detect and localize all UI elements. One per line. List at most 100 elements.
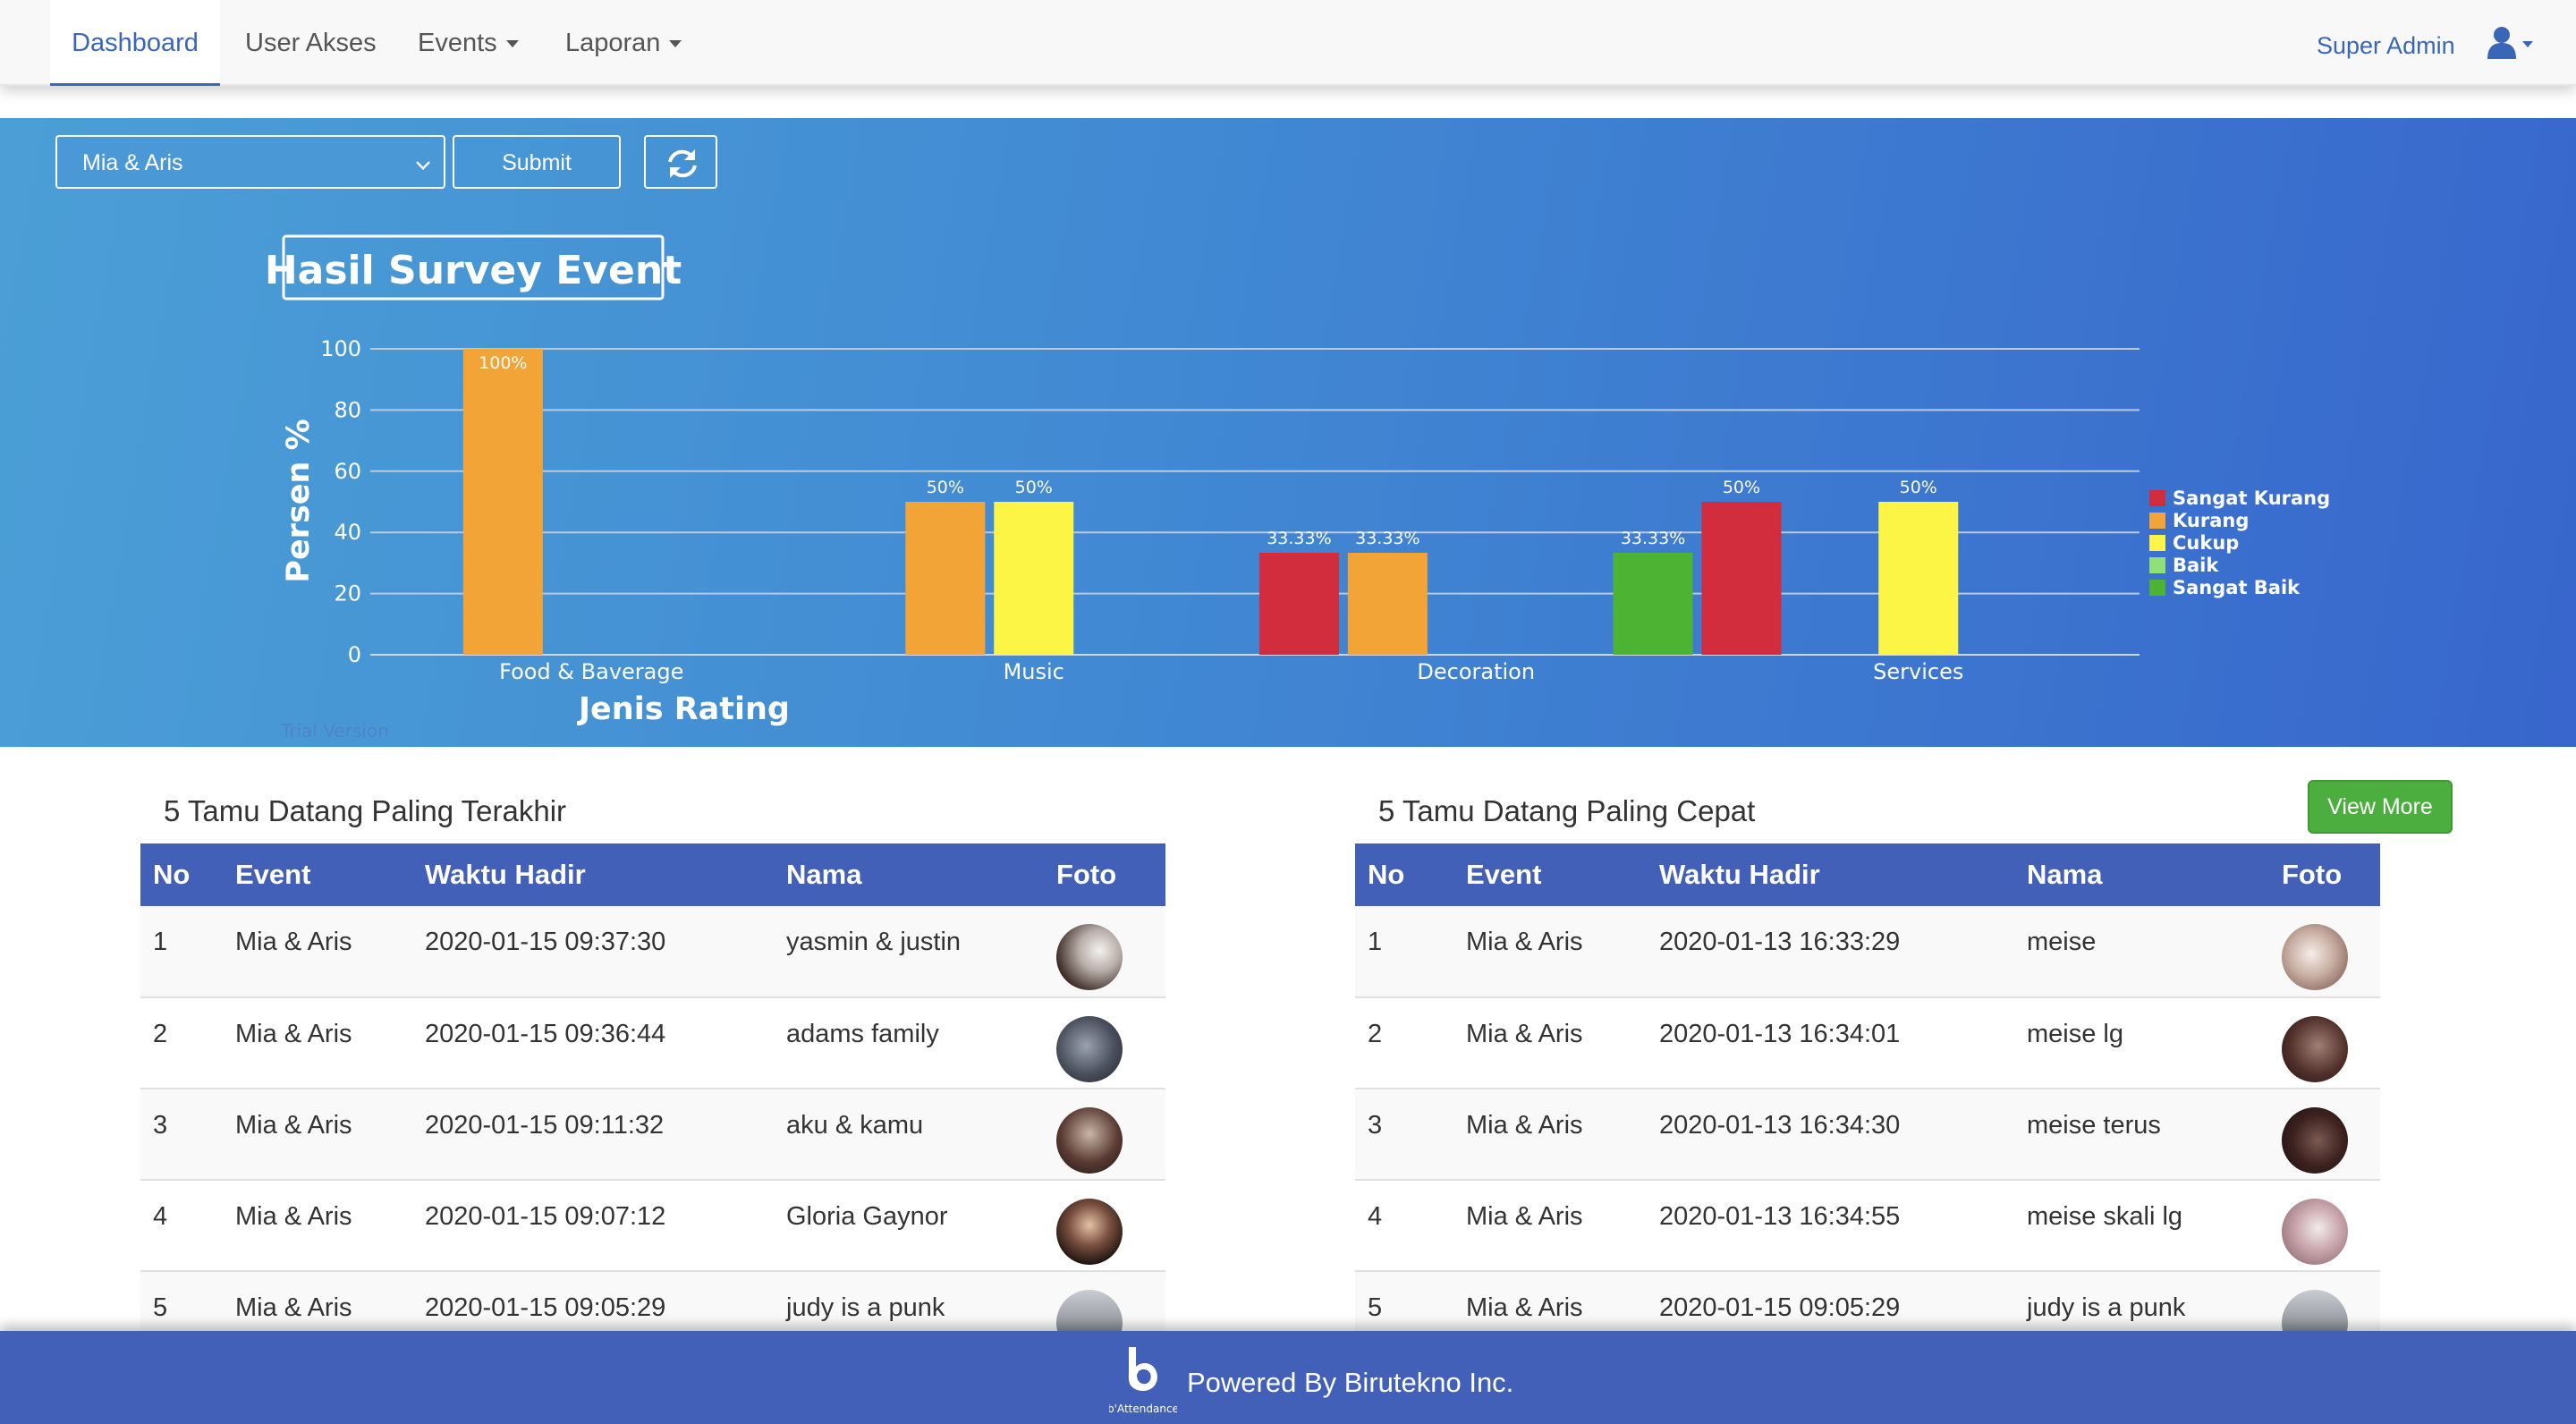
bar (1613, 553, 1693, 655)
cell-event: Mia & Aris (223, 997, 412, 1089)
guest-photo[interactable] (2282, 1199, 2348, 1265)
cell-waktu-hadir: 2020-01-15 09:07:12 (412, 1180, 774, 1272)
bar-data-label: 33.33% (1621, 529, 1685, 548)
cell-foto (1044, 1089, 1165, 1181)
cell-no: 1 (1355, 906, 1453, 998)
col-header-event: Event (1453, 843, 1647, 906)
bar-data-label: 50% (927, 478, 964, 497)
nav-user-akses[interactable]: User Akses (245, 29, 377, 57)
chart-title: Hasil Survey Event (265, 248, 682, 293)
col-header-waktu-hadir: Waktu Hadir (412, 843, 774, 906)
guest-photo[interactable] (2282, 1107, 2348, 1174)
refresh-icon (668, 149, 697, 178)
cell-no: 2 (1355, 997, 1453, 1089)
table-row: 3 Mia & Aris 2020-01-13 16:34:30 meise teru… (1355, 1089, 2380, 1181)
y-tick-label: 60 (334, 459, 361, 484)
legend-swatch (2149, 557, 2165, 573)
guest-photo[interactable] (1056, 1107, 1123, 1174)
trial-watermark: Trial Version (280, 720, 389, 742)
cell-event: Mia & Aris (1453, 1089, 1647, 1181)
guest-photo[interactable] (1056, 924, 1123, 990)
col-header-foto: Foto (1044, 843, 1165, 906)
guest-photo[interactable] (2282, 1016, 2348, 1082)
col-header-nama: Nama (774, 843, 1044, 906)
cell-no: 2 (140, 997, 223, 1089)
cell-foto (1044, 906, 1165, 998)
bar (462, 349, 543, 655)
legend-label: Sangat Kurang (2173, 487, 2330, 509)
y-axis-label: Persen % (281, 419, 317, 582)
cell-nama: meise (2014, 906, 2269, 998)
col-header-waktu-hadir: Waktu Hadir (1647, 843, 2014, 906)
cell-event: Mia & Aris (1453, 997, 1647, 1089)
x-axis-label: Jenis Rating (577, 691, 790, 727)
cell-foto (2269, 1180, 2380, 1272)
x-tick-label: Music (1004, 659, 1064, 684)
table-header-row: No Event Waktu Hadir Nama Foto (1355, 843, 2380, 906)
y-tick-label: 40 (334, 520, 361, 545)
event-select-value: Mia & Aris (82, 150, 183, 175)
y-tick-label: 20 (334, 581, 361, 606)
guest-photo[interactable] (2282, 924, 2348, 990)
submit-button[interactable]: Submit (453, 135, 621, 189)
guest-photo[interactable] (1056, 1016, 1123, 1082)
x-tick-label: Services (1873, 659, 1963, 684)
legend-swatch (2149, 513, 2165, 529)
nav-laporan-dropdown[interactable]: Laporan (565, 0, 682, 86)
cell-event: Mia & Aris (223, 1089, 412, 1181)
footer-powered-by: Powered By Birutekno Inc. (1187, 1367, 1514, 1398)
y-tick-label: 0 (348, 642, 361, 667)
nav-events-dropdown[interactable]: Events (418, 0, 519, 86)
fastest-guests-title: 5 Tamu Datang Paling Cepat (1378, 794, 1756, 827)
nav-laporan-label: Laporan (565, 29, 661, 57)
cell-no: 3 (1355, 1089, 1453, 1181)
cell-waktu-hadir: 2020-01-13 16:33:29 (1647, 906, 2014, 998)
guest-photo[interactable] (1056, 1199, 1123, 1265)
cell-nama: meise terus (2014, 1089, 2269, 1181)
col-header-nama: Nama (2014, 843, 2269, 906)
table-row: 2 Mia & Aris 2020-01-15 09:36:44 adams fami… (140, 997, 1165, 1089)
table-row: 1 Mia & Aris 2020-01-13 16:33:29 meise (1355, 906, 2380, 998)
cell-event: Mia & Aris (223, 1180, 412, 1272)
nav-events-label: Events (418, 29, 497, 57)
cell-event: Mia & Aris (1453, 906, 1647, 998)
x-tick-label: Food & Baverage (499, 659, 683, 684)
cell-nama: yasmin & justin (774, 906, 1044, 998)
logo-caption: b'Attendance (1109, 1403, 1177, 1415)
col-header-foto: Foto (2269, 843, 2380, 906)
battendance-logo-icon: b'Attendance (1107, 1347, 1179, 1415)
bar-data-label: 33.33% (1355, 529, 1419, 548)
event-select[interactable]: Mia & Aris (55, 135, 445, 189)
cell-nama: meise skali lg (2014, 1180, 2269, 1272)
top-navbar: Dashboard User Akses Events Laporan Supe… (0, 0, 2576, 86)
y-tick-label: 80 (334, 397, 361, 422)
fastest-guests-table: No Event Waktu Hadir Nama Foto 1 Mia & Ar… (1355, 843, 2380, 1363)
table-header-row: No Event Waktu Hadir Nama Foto (140, 843, 1165, 906)
bar-data-label: 50% (1015, 478, 1053, 497)
chart-title-box: Hasil Survey Event (265, 234, 682, 301)
bar-data-label: 50% (1723, 478, 1760, 497)
legend-label: Baik (2173, 555, 2219, 576)
cell-waktu-hadir: 2020-01-13 16:34:01 (1647, 997, 2014, 1089)
user-menu-dropdown[interactable] (2487, 25, 2542, 61)
table-row: 4 Mia & Aris 2020-01-13 16:34:55 meise skal… (1355, 1180, 2380, 1272)
refresh-button[interactable] (644, 135, 717, 189)
cell-waktu-hadir: 2020-01-13 16:34:30 (1647, 1089, 2014, 1181)
chevron-down-icon (669, 40, 682, 48)
cell-nama: Gloria Gaynor (774, 1180, 1044, 1272)
survey-bar-chart: Hasil Survey Event 100% 50% 50% 33.33% 33.33… (265, 234, 2330, 742)
user-name-link[interactable]: Super Admin (2317, 32, 2455, 59)
nav-dashboard[interactable]: Dashboard (50, 0, 220, 86)
cell-no: 4 (1355, 1180, 1453, 1272)
legend-swatch (2149, 490, 2165, 506)
cell-foto (2269, 997, 2380, 1089)
col-header-event: Event (223, 843, 412, 906)
col-header-no: No (1355, 843, 1453, 906)
cell-foto (2269, 906, 2380, 998)
footer (0, 1331, 2576, 1424)
user-icon (2487, 27, 2533, 59)
view-more-button[interactable]: View More (2308, 780, 2453, 834)
table-row: 1 Mia & Aris 2020-01-15 09:37:30 yasmin & j… (140, 906, 1165, 998)
bar (905, 502, 986, 655)
cell-no: 3 (140, 1089, 223, 1181)
